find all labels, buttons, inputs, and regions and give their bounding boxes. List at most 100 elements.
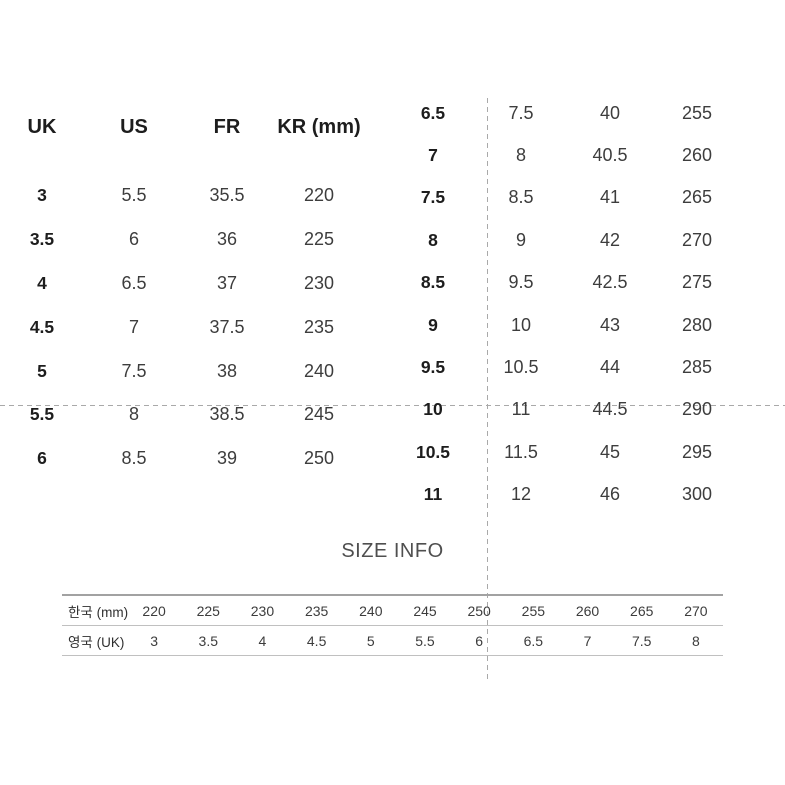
table-row: 4.5 7 37.5 235 [0, 305, 368, 349]
vertical-dashed-guide [487, 98, 488, 683]
table-row: 6.5 7.5 40 255 [390, 92, 740, 134]
column-header-us: US [120, 115, 148, 138]
kr-mm-value: 225 [196, 602, 220, 619]
size-table-right: 6.5 7.5 40 255 7 8 40.5 260 7.5 8.5 41 2… [390, 92, 740, 516]
table-row: 10.5 11.5 45 295 [390, 431, 740, 473]
fr-size-cell: 38 [216, 360, 238, 381]
kr-size-cell: 235 [303, 316, 335, 337]
us-size-cell: 6.5 [121, 272, 147, 293]
size-table-left: UK US FR KR (mm) 3 5.5 35.5 220 3.5 6 36… [0, 105, 368, 481]
kr-mm-value: 265 [630, 602, 654, 619]
uk-size-cell: 6 [37, 448, 47, 469]
fr-size-cell: 44.5 [592, 399, 628, 420]
table-row: 4 6.5 37 230 [0, 262, 368, 306]
fr-size-cell: 36 [216, 229, 238, 250]
table-row: 11 12 46 300 [390, 474, 740, 516]
table-row: 6 8.5 39 250 [0, 437, 368, 481]
table-row: 10 11 44.5 290 [390, 389, 740, 431]
uk-size-cell: 5 [37, 360, 47, 381]
column-header-kr-mm: KR (mm) [277, 115, 361, 138]
uk-size-value: 5.5 [415, 632, 435, 649]
uk-size-value: 8 [692, 632, 700, 649]
uk-size-cell: 5.5 [29, 404, 55, 425]
kr-size-cell: 290 [681, 399, 713, 420]
uk-size-value: 4 [258, 632, 267, 649]
kr-mm-value: 255 [521, 602, 546, 619]
kr-size-cell: 260 [681, 145, 713, 166]
fr-size-cell: 37.5 [209, 316, 245, 337]
row-label-uk: 영국 (UK) [68, 634, 125, 650]
us-size-cell: 8 [128, 404, 139, 425]
us-size-cell: 10.5 [503, 357, 539, 378]
us-size-cell: 10 [510, 314, 532, 335]
kr-size-cell: 275 [681, 272, 713, 293]
kr-mm-value: 270 [684, 602, 708, 619]
kr-size-cell: 245 [303, 404, 335, 425]
row-label-korea-mm: 한국 (mm) [68, 604, 129, 620]
us-size-cell: 12 [510, 484, 532, 505]
kr-size-cell: 270 [681, 229, 713, 250]
kr-mm-value: 250 [467, 602, 491, 619]
uk-size-cell: 11 [423, 484, 443, 505]
uk-size-cell: 7 [428, 145, 438, 166]
fr-size-cell: 37 [216, 272, 238, 293]
kr-size-cell: 240 [303, 360, 335, 381]
table-row: 8.5 9.5 42.5 275 [390, 262, 740, 304]
kr-size-cell: 230 [303, 272, 335, 293]
table-row: 9 10 43 280 [390, 304, 740, 346]
table-row: 8 9 42 270 [390, 219, 740, 261]
size-info-title: SIZE INFO [341, 540, 444, 562]
kr-mm-value: 235 [304, 602, 329, 619]
table-row: 7.5 8.5 41 265 [390, 177, 740, 219]
table-row: 3.5 6 36 225 [0, 218, 368, 262]
uk-size-cell: 4.5 [29, 316, 55, 337]
uk-size-value: 3 [150, 632, 158, 649]
uk-size-value: 4.5 [306, 632, 327, 649]
table-row: 7 8 40.5 260 [390, 134, 740, 176]
uk-size-cell: 6.5 [420, 102, 446, 123]
fr-size-cell: 42 [599, 229, 621, 250]
uk-size-cell: 8 [428, 229, 438, 250]
kr-size-cell: 220 [303, 185, 335, 206]
kr-mm-value: 245 [413, 602, 437, 619]
uk-size-value: 7 [583, 632, 592, 649]
kr-size-cell: 280 [681, 314, 713, 335]
fr-size-cell: 46 [599, 484, 621, 505]
uk-size-value: 6.5 [523, 632, 544, 649]
fr-size-cell: 42.5 [592, 272, 628, 293]
kr-size-cell: 295 [681, 441, 713, 462]
size-table-header: UK US FR KR (mm) [0, 105, 368, 149]
fr-size-cell: 35.5 [209, 185, 245, 206]
kr-size-cell: 285 [681, 357, 713, 378]
us-size-cell: 7 [128, 316, 139, 337]
us-size-cell: 9.5 [508, 272, 534, 293]
uk-size-cell: 9 [428, 314, 438, 335]
size-info-table: 한국 (mm) 220 225 230 235 240 245 250 255 … [62, 594, 723, 656]
fr-size-cell: 43 [599, 314, 621, 335]
fr-size-cell: 45 [599, 441, 621, 462]
kr-size-cell: 300 [681, 484, 713, 505]
uk-size-cell: 10 [423, 399, 443, 420]
uk-size-cell: 7.5 [420, 187, 446, 208]
kr-size-cell: 265 [681, 187, 713, 208]
kr-mm-value: 240 [359, 602, 383, 619]
uk-size-cell: 3.5 [29, 229, 55, 250]
us-size-cell: 7.5 [508, 102, 534, 123]
us-size-cell: 6 [128, 229, 139, 250]
us-size-cell: 5.5 [121, 185, 147, 206]
fr-size-cell: 39 [216, 448, 238, 469]
us-size-cell: 11.5 [504, 441, 538, 462]
kr-mm-value: 260 [575, 602, 600, 619]
us-size-cell: 8 [515, 145, 526, 166]
horizontal-dashed-guide [0, 405, 785, 406]
kr-size-cell: 250 [303, 448, 335, 469]
us-size-cell: 8.5 [508, 187, 534, 208]
uk-size-value: 3.5 [198, 632, 218, 649]
uk-size-cell: 10.5 [415, 441, 451, 462]
kr-size-cell: 255 [681, 102, 713, 123]
us-size-cell: 8.5 [121, 448, 147, 469]
kr-mm-value: 220 [142, 602, 166, 619]
uk-size-cell: 9.5 [420, 357, 446, 378]
table-row: 9.5 10.5 44 285 [390, 346, 740, 388]
